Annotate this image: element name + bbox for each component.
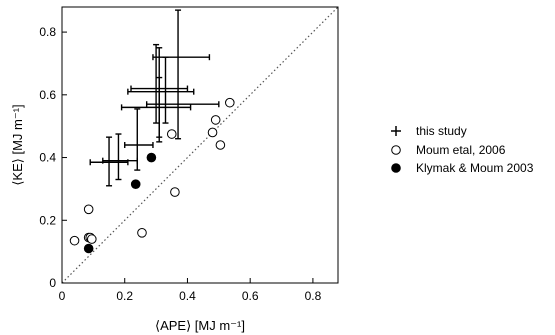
axes-frame: [61, 6, 339, 284]
this-study-point: [127, 47, 195, 143]
legend-item: Moum etal, 2006: [391, 143, 506, 157]
x-axis-ticks: 0 0.2 0.4 0.6 0.8: [59, 278, 322, 303]
legend-label: this study: [416, 124, 467, 138]
x-tick-label: 0.4: [179, 289, 196, 303]
legend-label: Klymak & Moum 2003: [416, 161, 534, 175]
moum-2006-point: [69, 235, 80, 246]
moum-2006-point: [86, 234, 97, 244]
klymak-moum-2003-point: [146, 152, 157, 163]
moum-2006-point: [170, 187, 180, 197]
y-axis-title: ⟨KE⟩ [MJ m⁻¹]: [10, 104, 25, 185]
this-study-point: [124, 108, 154, 171]
y-tick-label: 0: [49, 276, 56, 290]
legend: this study Moum etal, 2006 Klymak & Moum 2…: [391, 124, 534, 175]
moum-2006-point: [207, 127, 218, 138]
y-tick-label: 0.8: [39, 25, 56, 39]
klymak-moum-2003-point: [83, 243, 94, 254]
moum-2006-point: [166, 129, 177, 139]
moum-2006-point: [210, 115, 221, 125]
one-to-one-reference-line: [61, 6, 339, 284]
legend-item: Klymak & Moum 2003: [391, 161, 534, 175]
klymak-moum-2003-point: [130, 179, 141, 190]
moum-2006-point: [224, 97, 235, 108]
moum-2006-point: [83, 204, 94, 215]
legend-item: this study: [391, 124, 467, 138]
moum-2006-point: [137, 228, 147, 238]
x-axis-title: ⟨APE⟩ [MJ m⁻¹]: [155, 318, 245, 333]
data-markers: [69, 9, 235, 254]
plot-area: 0 0.2 0.4 0.6 0.8 0 0.2 0.4 0.6 0.8: [39, 6, 339, 303]
y-tick-label: 0.4: [39, 151, 56, 165]
legend-label: Moum etal, 2006: [416, 143, 506, 157]
x-tick-label: 0.8: [305, 289, 322, 303]
legend-filled-circle-marker: [391, 163, 401, 173]
x-tick-label: 0.6: [242, 289, 259, 303]
legend-open-circle-marker: [391, 145, 401, 155]
this-study-point: [89, 136, 129, 187]
x-tick-label: 0.2: [116, 289, 133, 303]
x-tick-label: 0: [59, 289, 66, 303]
y-tick-label: 0.2: [39, 213, 56, 227]
this-study-point: [152, 43, 211, 124]
y-axis-ticks: 0 0.2 0.4 0.6 0.8: [39, 25, 67, 290]
this-study-point: [145, 9, 220, 140]
y-tick-label: 0.6: [39, 88, 56, 102]
moum-2006-point: [215, 140, 226, 150]
